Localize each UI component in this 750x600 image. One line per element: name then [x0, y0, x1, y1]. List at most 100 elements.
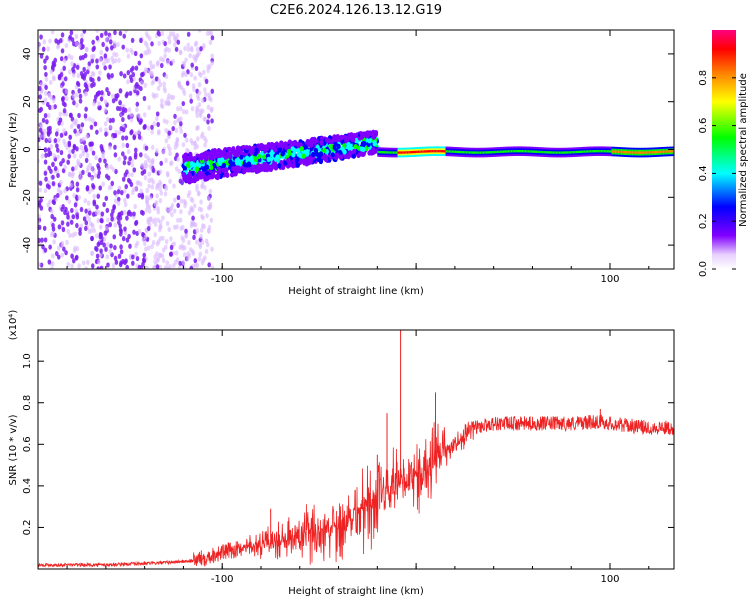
heat-trace-cell [444, 150, 447, 153]
heat-trace-cell [521, 150, 524, 153]
heat-noise-cell [43, 90, 48, 96]
heat-band-cell [256, 143, 261, 149]
heat-noise-cell [182, 198, 187, 204]
heat-noise-cell [181, 109, 186, 115]
heat-noise-cell [130, 37, 135, 43]
heat-trace-cell [451, 150, 454, 153]
heat-noise-cell [193, 140, 197, 146]
heat-noise-cell [124, 258, 128, 264]
heat-noise-cell [156, 121, 160, 128]
heat-trace-cell [388, 151, 391, 154]
heat-noise-cell [99, 252, 103, 258]
heat-noise-cell [135, 101, 140, 107]
heat-noise-cell [102, 236, 107, 242]
heat-noise-cell [168, 150, 172, 157]
heat-band-cell [183, 176, 188, 182]
heat-trace-cell [532, 150, 535, 153]
heat-noise-cell [167, 130, 172, 136]
heat-trace-cell [631, 151, 634, 154]
heat-noise-cell [172, 241, 176, 247]
heat-noise-cell [65, 195, 69, 201]
heat-noise-cell [131, 254, 135, 260]
heat-noise-cell [101, 41, 105, 48]
heat-noise-cell [164, 100, 168, 106]
heat-noise-cell [148, 216, 153, 222]
heat-noise-cell [57, 120, 61, 126]
heat-noise-cell [192, 54, 196, 60]
heat-noise-cell [207, 262, 212, 268]
heat-noise-cell [84, 106, 88, 112]
heat-band-cell [293, 140, 298, 147]
heat-noise-cell [182, 252, 187, 258]
heat-noise-cell [39, 34, 43, 40]
heat-noise-cell [174, 127, 179, 134]
heat-noise-cell [96, 193, 101, 199]
heat-noise-cell [125, 91, 130, 97]
heat-noise-cell [58, 38, 63, 44]
heat-noise-cell [79, 144, 84, 151]
heat-noise-cell [57, 224, 62, 230]
heat-trace-cell [399, 151, 402, 154]
heat-noise-cell [205, 30, 210, 36]
heat-noise-cell [59, 56, 64, 62]
heat-trace-cell [583, 150, 586, 153]
heat-noise-cell [178, 49, 183, 55]
heat-band-cell [259, 165, 265, 171]
heat-noise-cell [134, 186, 139, 192]
heat-trace-cell [439, 149, 442, 153]
heat-trace-cell [386, 151, 389, 154]
heat-noise-cell [83, 113, 88, 119]
heat-noise-cell [173, 36, 178, 42]
heat-trace-cell [478, 151, 481, 154]
heat-trace-cell [557, 151, 560, 154]
heat-noise-cell [161, 247, 166, 253]
heat-noise-cell [210, 106, 214, 112]
x-tick-label: 100 [600, 274, 619, 285]
heat-noise-cell [96, 266, 101, 269]
heat-noise-cell [56, 254, 61, 260]
heat-noise-cell [176, 117, 180, 123]
heat-noise-cell [63, 209, 67, 216]
heat-noise-cell [172, 208, 177, 214]
heat-noise-cell [178, 244, 182, 251]
heat-noise-cell [94, 154, 98, 161]
heat-noise-cell [107, 185, 112, 191]
heat-noise-cell [205, 242, 210, 248]
heat-trace-cell [627, 151, 630, 154]
heat-band-cell [197, 162, 202, 169]
heat-noise-cell [44, 76, 49, 82]
heat-noise-cell [131, 186, 136, 193]
heat-noise-cell [126, 53, 131, 59]
heat-trace-cell [420, 150, 423, 153]
heat-trace-cell [585, 150, 588, 153]
heat-noise-cell [98, 70, 102, 76]
heat-noise-cell [119, 190, 124, 196]
heat-trace-cell [489, 151, 492, 154]
heat-trace-cell [456, 150, 459, 154]
heat-trace-cell [402, 151, 405, 154]
heat-noise-cell [131, 71, 136, 78]
heat-trace-cell [495, 150, 498, 154]
heat-noise-cell [146, 245, 151, 251]
heat-trace-cell [492, 150, 495, 154]
heat-noise-cell [195, 46, 200, 52]
heat-noise-cell [199, 227, 204, 233]
heat-noise-cell [171, 125, 176, 132]
heat-noise-cell [210, 35, 215, 41]
heat-noise-cell [51, 60, 56, 66]
heat-noise-cell [206, 104, 211, 110]
heat-band-cell [195, 176, 200, 182]
heat-noise-cell [50, 30, 55, 35]
heat-band-cell [367, 138, 372, 144]
heat-noise-cell [68, 69, 72, 75]
heat-trace-cell [383, 151, 386, 154]
heat-noise-cell [208, 188, 213, 194]
heat-trace-cell [498, 150, 501, 154]
heat-noise-cell [106, 90, 111, 97]
heat-trace-cell [467, 151, 470, 154]
heat-band-cell [318, 151, 324, 157]
heat-noise-cell [78, 230, 82, 236]
heat-band-cell [324, 137, 330, 143]
heat-noise-cell [181, 142, 186, 148]
heat-trace-cell [665, 150, 668, 153]
